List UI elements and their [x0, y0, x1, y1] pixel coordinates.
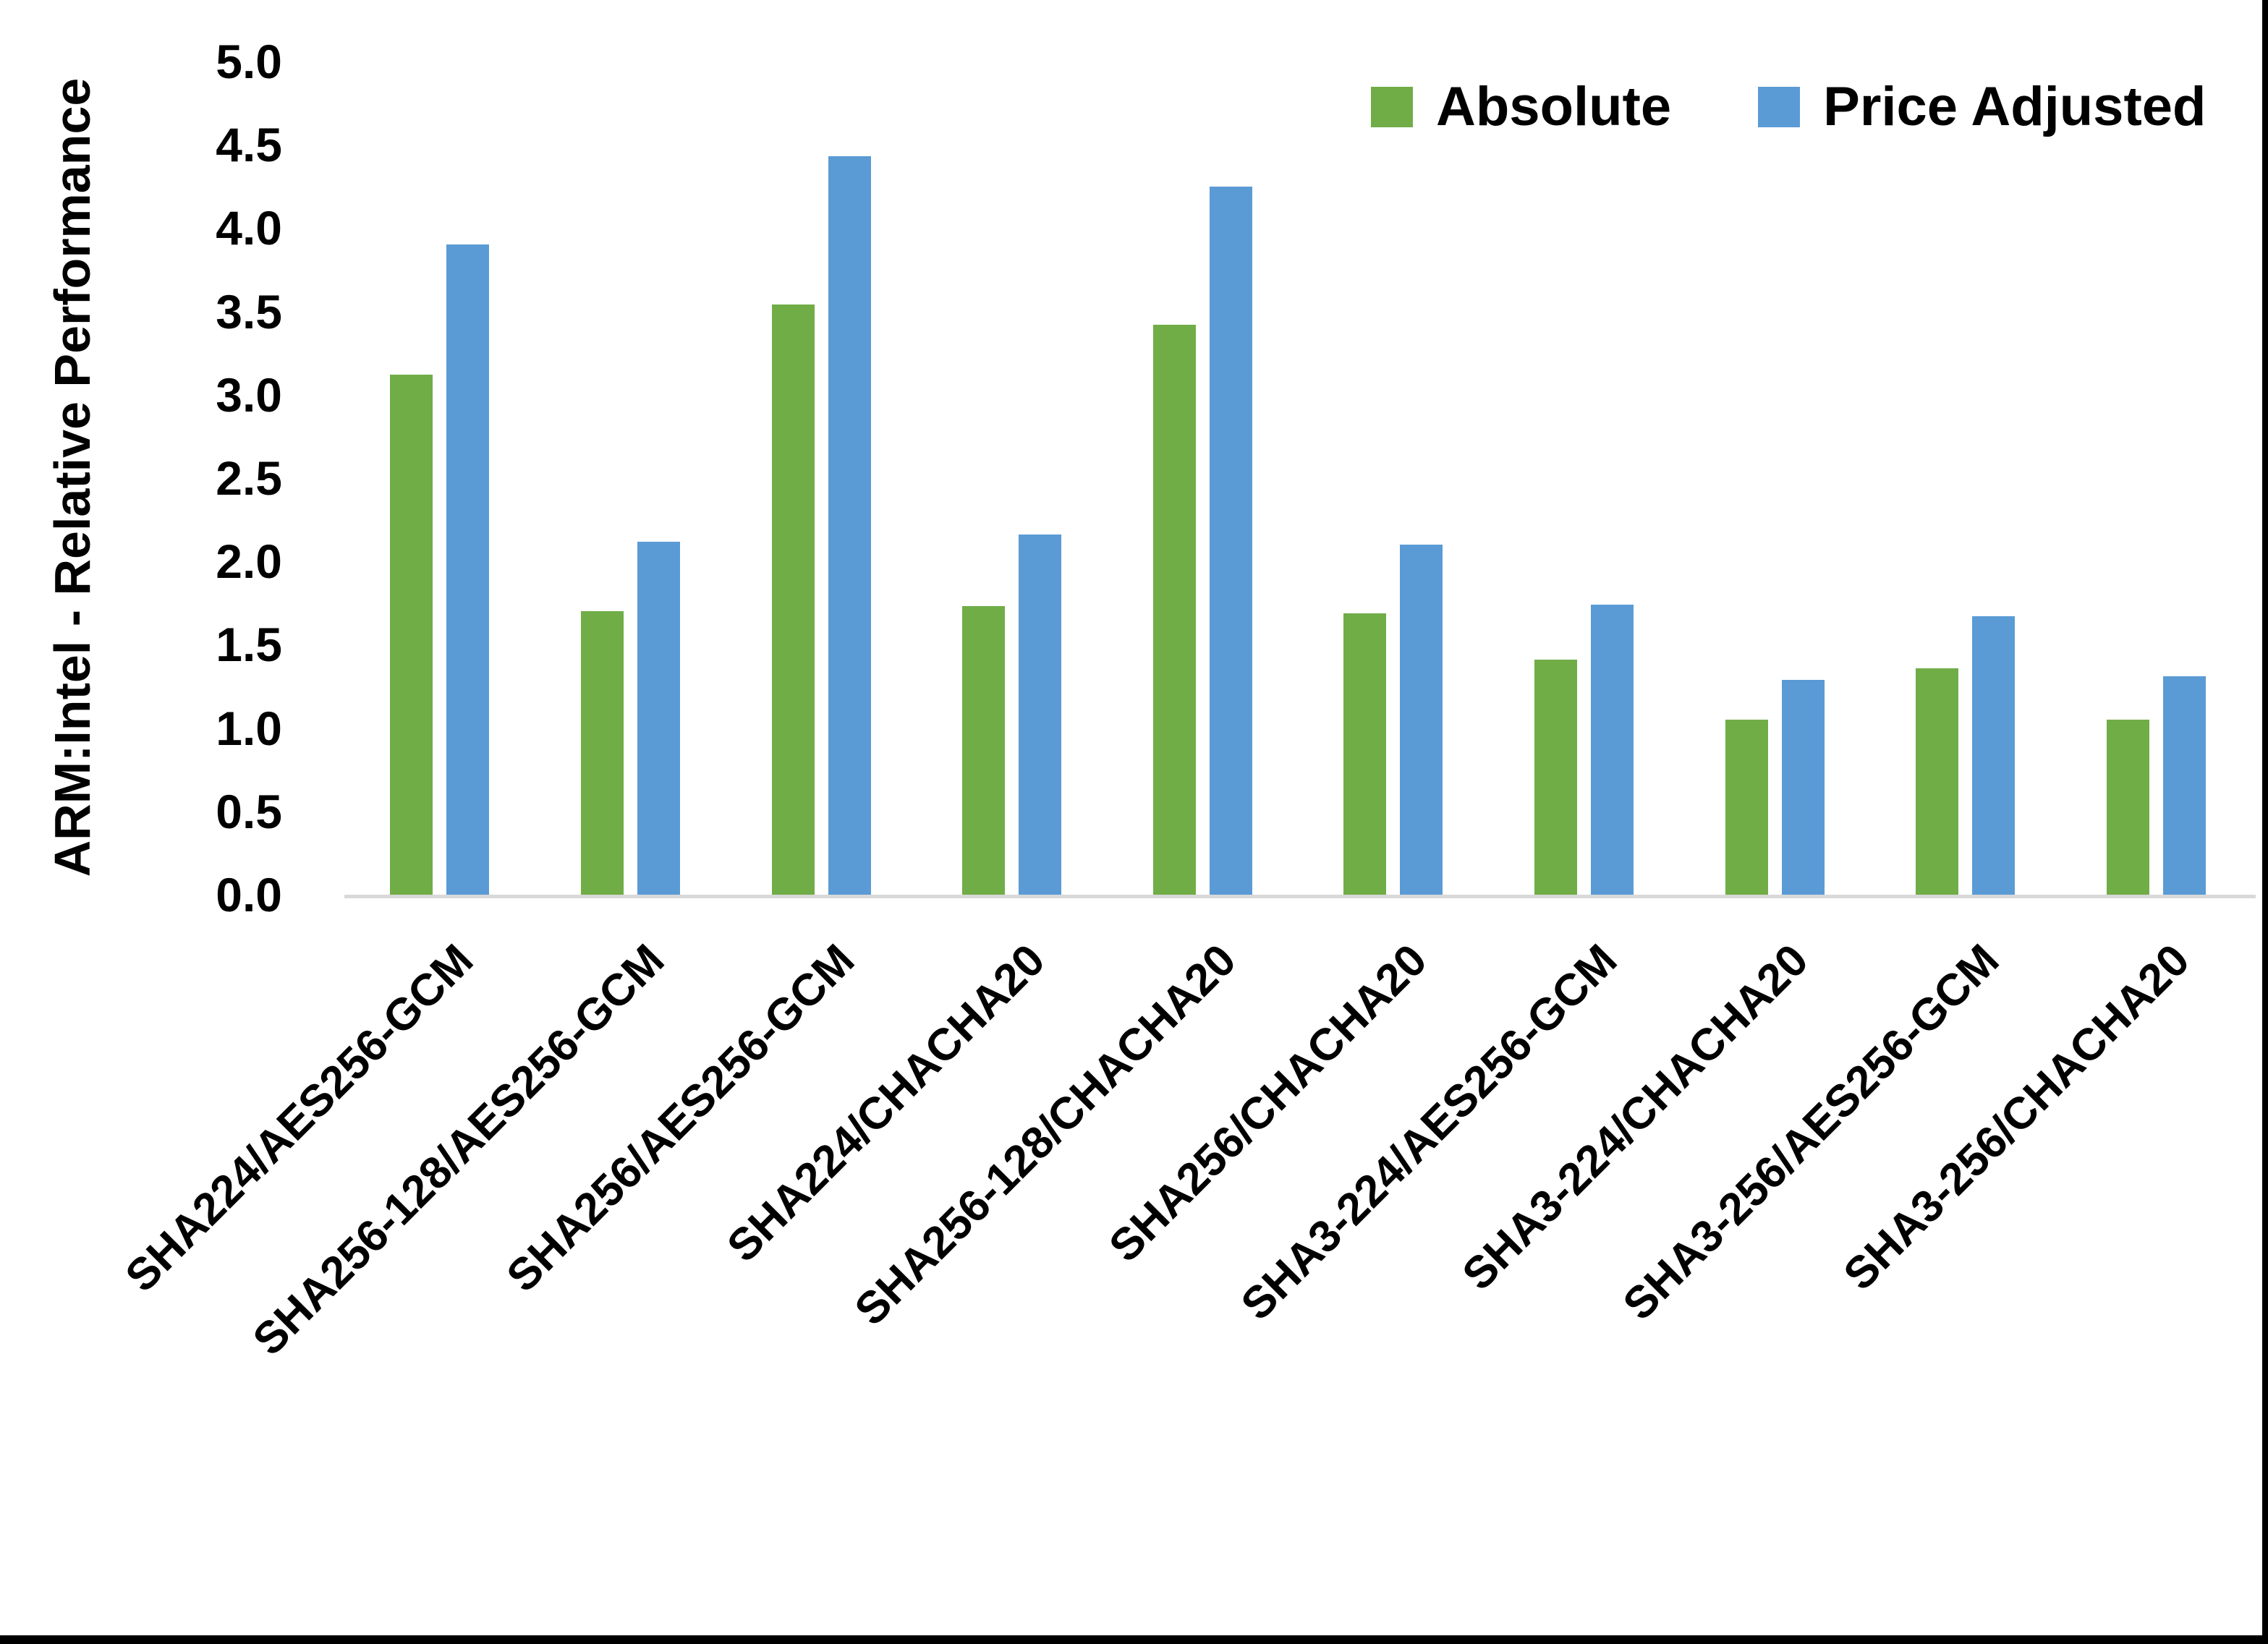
- legend-label-absolute: Absolute: [1436, 76, 1672, 137]
- legend: Absolute Price Adjusted: [1371, 75, 2206, 138]
- absolute-bar-SHA256-128/AES256-GCM: [580, 611, 624, 895]
- absolute-bar-SHA3-224/AES256-GCM: [1534, 660, 1577, 895]
- y-tick-label-4.5: 4.5: [216, 118, 282, 172]
- price-adjusted-series-swatch-icon: [1758, 86, 1801, 127]
- absolute-bar-SHA256-128/CHACHA20: [1152, 325, 1196, 895]
- x-category-label-SHA3-224/AES256-GCM: SHA3-224/AES256-GCM: [1232, 934, 1627, 1330]
- x-category-label-SHA256/CHACHA20: SHA256/CHACHA20: [1099, 934, 1437, 1272]
- legend-label-price-adjusted: Price Adjusted: [1823, 76, 2207, 137]
- price-adjusted-bar-SHA256-128/AES256-GCM: [637, 541, 680, 895]
- price-adjusted-bar-SHA224/AES256-GCM: [446, 244, 490, 895]
- x-category-label-SHA224/AES256-GCM: SHA224/AES256-GCM: [116, 934, 483, 1302]
- price-adjusted-bar-SHA3-256/AES256-GCM: [1972, 616, 2016, 895]
- x-category-label-SHA256/AES256-GCM: SHA256/AES256-GCM: [497, 934, 865, 1302]
- y-tick-label-2.0: 2.0: [216, 534, 282, 589]
- price-adjusted-bar-SHA256-128/CHACHA20: [1209, 186, 1252, 895]
- absolute-bar-SHA256/CHACHA20: [1343, 613, 1387, 895]
- absolute-bar-SHA224/AES256-GCM: [390, 375, 433, 895]
- x-category-label-SHA3-256/AES256-GCM: SHA3-256/AES256-GCM: [1613, 934, 2009, 1330]
- legend-entry-price-adjusted: Price Adjusted: [1758, 75, 2206, 138]
- legend-entry-absolute: Absolute: [1371, 75, 1671, 138]
- x-category-label-SHA256-128/AES256-GCM: SHA256-128/AES256-GCM: [243, 934, 674, 1366]
- price-adjusted-bar-SHA3-256/CHACHA20: [2162, 676, 2206, 895]
- price-adjusted-bar-SHA256/AES256-GCM: [828, 156, 871, 895]
- absolute-bar-SHA3-256/AES256-GCM: [1916, 668, 1959, 895]
- y-tick-label-0.5: 0.5: [216, 784, 282, 838]
- y-tick-label-5.0: 5.0: [216, 35, 282, 88]
- y-tick-label-1.5: 1.5: [216, 618, 282, 672]
- absolute-bar-SHA256/AES256-GCM: [771, 304, 815, 895]
- y-tick-label-1.0: 1.0: [216, 701, 282, 755]
- absolute-bar-SHA3-224/CHACHA20: [1725, 720, 1768, 895]
- price-adjusted-bar-SHA224/CHACHA20: [1019, 534, 1062, 895]
- absolute-series-swatch-icon: [1371, 86, 1413, 127]
- x-category-label-SHA3-256/CHACHA20: SHA3-256/CHACHA20: [1834, 934, 2199, 1300]
- x-category-label-SHA3-224/CHACHA20: SHA3-224/CHACHA20: [1453, 934, 1818, 1300]
- y-tick-label-3.5: 3.5: [216, 284, 282, 338]
- x-category-label-SHA256-128/CHACHA20: SHA256-128/CHACHA20: [845, 934, 1246, 1335]
- x-category-label-SHA224/CHACHA20: SHA224/CHACHA20: [718, 934, 1056, 1272]
- price-adjusted-bar-SHA256/CHACHA20: [1400, 545, 1443, 895]
- y-tick-label-0.0: 0.0: [216, 868, 282, 921]
- absolute-bar-SHA3-256/CHACHA20: [2106, 720, 2149, 895]
- y-tick-label-4.0: 4.0: [216, 201, 282, 255]
- price-adjusted-bar-SHA3-224/AES256-GCM: [1590, 605, 1634, 895]
- price-adjusted-bar-SHA3-224/CHACHA20: [1781, 679, 1825, 895]
- absolute-bar-SHA224/CHACHA20: [962, 606, 1006, 895]
- y-tick-label-3.0: 3.0: [216, 367, 282, 422]
- y-tick-label-2.5: 2.5: [216, 451, 282, 505]
- x-axis-baseline: [344, 895, 2256, 898]
